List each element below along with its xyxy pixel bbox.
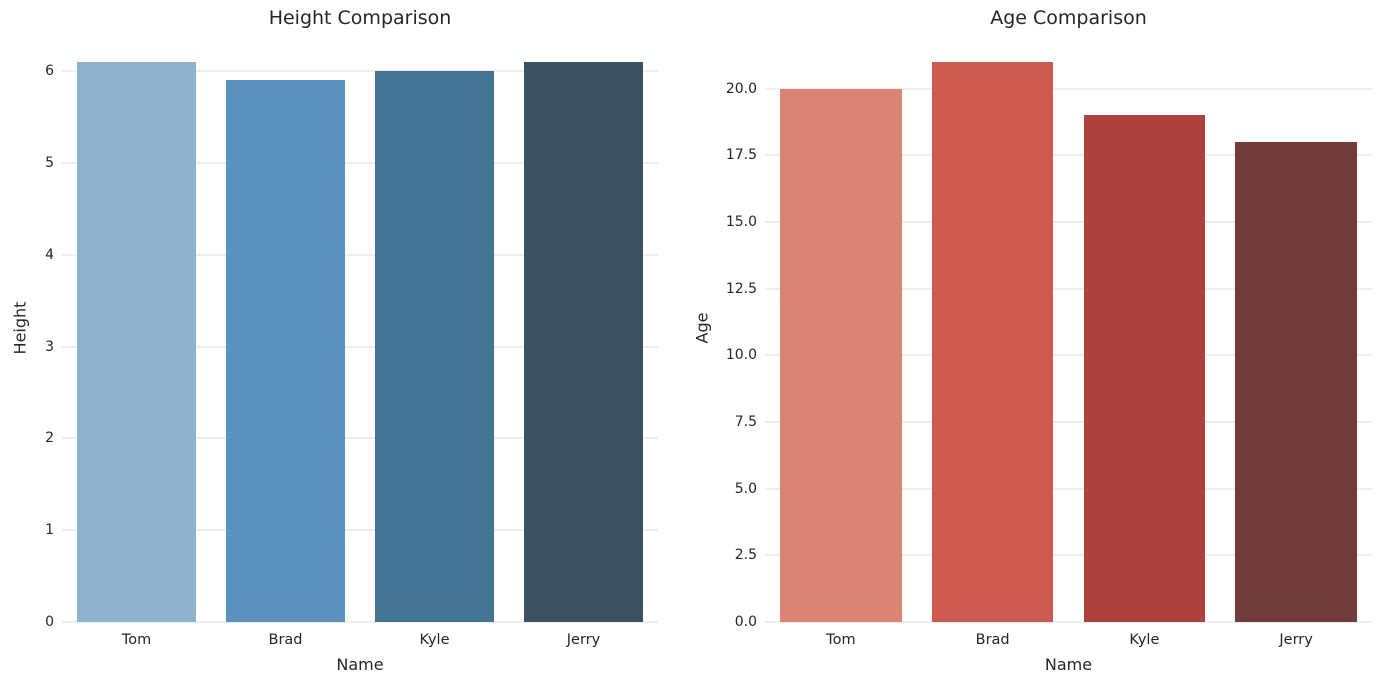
bar-brad (225, 80, 346, 622)
y-tick-label: 4 (45, 246, 54, 263)
x-tick-label: Brad (975, 632, 1010, 648)
age-comparison-chart: Age Comparison Age 0.0 2.5 5.0 7.5 10.0 12.5 1… (693, 7, 1372, 674)
gridline (62, 529, 658, 531)
gridline (765, 88, 1372, 90)
chart-title: Age Comparison (990, 7, 1147, 29)
y-tick-label: 0.0 (734, 614, 757, 630)
y-tick-label: 17.5 (725, 147, 757, 164)
y-tick-label: 10.0 (725, 347, 757, 364)
x-tick-label: Tom (121, 632, 152, 648)
gridline (62, 70, 658, 72)
gridline (765, 154, 1372, 156)
y-axis-label: Age (692, 312, 712, 344)
bar-brad (931, 62, 1054, 622)
gridline (765, 488, 1372, 490)
y-tick-label: 3 (45, 338, 54, 355)
plot-area: 0.0 2.5 5.0 7.5 10.0 12.5 15.0 17.5 20.0 Tom Brad K… (726, 34, 1372, 648)
y-tick-label: 5 (45, 154, 54, 171)
bar-tom (76, 62, 197, 622)
x-axis-label: Name (336, 655, 384, 674)
gridline (62, 162, 658, 164)
gridline (62, 346, 658, 348)
x-tick-label: Kyle (419, 632, 450, 648)
gridline (765, 221, 1372, 223)
y-tick-label: 15.0 (725, 214, 757, 230)
x-tick-label: Tom (826, 632, 856, 648)
bar-tom (780, 88, 902, 622)
chart-title: Height Comparison (268, 7, 452, 29)
x-tick-label: Jerry (566, 632, 601, 648)
y-tick-label: 0 (45, 614, 54, 630)
x-axis-label: Name (1044, 655, 1093, 674)
x-tick-label: Kyle (1129, 632, 1160, 648)
gridline (765, 288, 1372, 290)
gridline (62, 437, 658, 439)
bar-jerry (523, 62, 644, 622)
gridline (765, 421, 1372, 423)
y-tick-label: 7.5 (734, 414, 757, 430)
x-tick-label: Jerry (1279, 632, 1313, 648)
bar-kyle (374, 71, 495, 622)
y-tick-label: 2 (45, 430, 54, 447)
y-tick-label: 1 (45, 522, 54, 539)
gridline (765, 554, 1372, 556)
y-tick-label: 20.0 (725, 80, 757, 97)
y-tick-label: 12.5 (725, 280, 757, 297)
y-tick-label: 6 (45, 63, 54, 80)
gridline (765, 621, 1372, 623)
bar-kyle (1083, 115, 1206, 622)
height-comparison-chart: Height Comparison Height 0 1 2 3 4 5 6 Tom Brad K… (11, 7, 658, 674)
gridline (765, 354, 1372, 356)
bar-jerry (1235, 142, 1357, 622)
y-axis-label: Height (10, 301, 30, 355)
x-tick-label: Brad (268, 632, 303, 648)
gridline (62, 621, 658, 623)
gridline (62, 254, 658, 256)
plot-area: 0 1 2 3 4 5 6 Tom Brad Kyle Jerry (45, 34, 658, 648)
y-tick-label: 5.0 (734, 480, 757, 497)
y-tick-label: 2.5 (734, 547, 757, 564)
